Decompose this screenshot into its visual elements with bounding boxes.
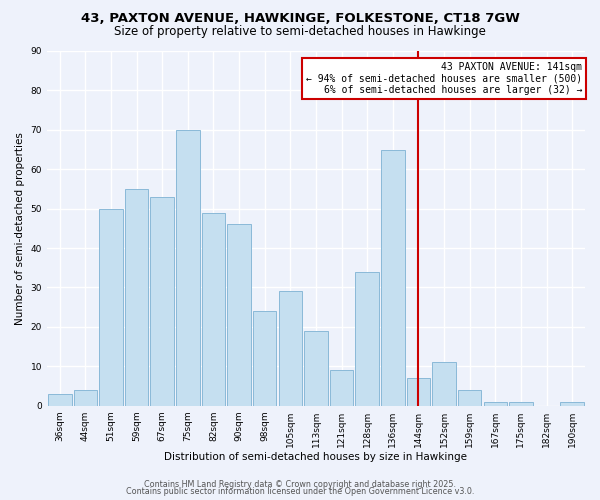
Bar xyxy=(560,402,584,406)
Text: Contains HM Land Registry data © Crown copyright and database right 2025.: Contains HM Land Registry data © Crown c… xyxy=(144,480,456,489)
Bar xyxy=(74,390,97,406)
Bar xyxy=(253,311,277,406)
Bar xyxy=(509,402,533,406)
Text: 43 PAXTON AVENUE: 141sqm
← 94% of semi-detached houses are smaller (500)
6% of s: 43 PAXTON AVENUE: 141sqm ← 94% of semi-d… xyxy=(306,62,583,95)
Bar xyxy=(355,272,379,406)
Bar xyxy=(407,378,430,406)
Bar xyxy=(381,150,404,406)
Bar xyxy=(432,362,456,406)
Text: Size of property relative to semi-detached houses in Hawkinge: Size of property relative to semi-detach… xyxy=(114,25,486,38)
Text: Contains public sector information licensed under the Open Government Licence v3: Contains public sector information licen… xyxy=(126,487,474,496)
Bar xyxy=(484,402,507,406)
Y-axis label: Number of semi-detached properties: Number of semi-detached properties xyxy=(15,132,25,325)
Bar xyxy=(227,224,251,406)
Bar xyxy=(202,212,225,406)
X-axis label: Distribution of semi-detached houses by size in Hawkinge: Distribution of semi-detached houses by … xyxy=(164,452,467,462)
Bar xyxy=(458,390,481,406)
Text: 43, PAXTON AVENUE, HAWKINGE, FOLKESTONE, CT18 7GW: 43, PAXTON AVENUE, HAWKINGE, FOLKESTONE,… xyxy=(80,12,520,26)
Bar xyxy=(125,189,148,406)
Bar xyxy=(99,208,123,406)
Bar xyxy=(304,331,328,406)
Bar xyxy=(151,197,174,406)
Bar xyxy=(48,394,71,406)
Bar xyxy=(330,370,353,406)
Bar xyxy=(278,292,302,406)
Bar xyxy=(176,130,200,406)
